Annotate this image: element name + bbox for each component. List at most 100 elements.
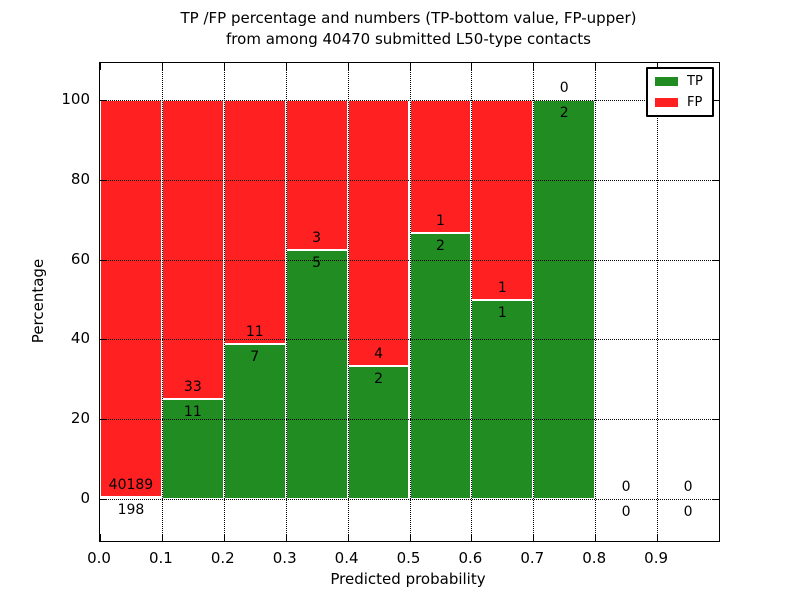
- y-tick-left: [100, 259, 107, 261]
- bar-label-fp: 0: [683, 479, 693, 495]
- bar-segment-tp: [161, 399, 224, 499]
- chart-title-line2: from among 40470 submitted L50-type cont…: [226, 30, 591, 48]
- gridline-vertical: [595, 63, 597, 541]
- bar-label-fp: 0: [559, 80, 569, 96]
- x-tick-label: 0.6: [458, 549, 483, 567]
- y-tick-right: [712, 259, 719, 261]
- bar-label-tp: 198: [117, 502, 145, 519]
- x-tick-bottom: [347, 534, 349, 541]
- bar-label-tp: 5: [312, 254, 322, 271]
- gridline-vertical: [533, 63, 535, 541]
- x-tick-label: 0.9: [644, 549, 669, 567]
- x-axis-label: Predicted probability: [330, 570, 486, 588]
- gridline-vertical: [471, 63, 473, 541]
- x-tick-label: 0.2: [210, 549, 235, 567]
- y-tick-left: [100, 100, 107, 101]
- bar-label-fp: 1: [497, 279, 507, 296]
- bar-segment-tp: [100, 497, 162, 500]
- x-tick-bottom: [223, 534, 225, 541]
- y-tick-left: [100, 339, 107, 341]
- gridline-vertical: [161, 63, 163, 541]
- bar-segment-tp: [285, 249, 348, 499]
- chart-title: TP /FP percentage and numbers (TP-bottom…: [99, 8, 718, 50]
- x-tick-bottom: [471, 534, 473, 541]
- gridline-vertical: [409, 63, 411, 541]
- fp-legend-swatch: [655, 98, 678, 107]
- bar-label-tp: 2: [435, 238, 445, 254]
- chart-title-line1: TP /FP percentage and numbers (TP-bottom…: [180, 9, 637, 27]
- x-tick-top: [223, 63, 225, 70]
- bar-label-fp: 40189: [108, 477, 154, 494]
- y-tick-label: 40: [70, 329, 90, 348]
- bar-label-tp: 1: [497, 304, 507, 321]
- x-tick-top: [100, 63, 101, 70]
- y-tick-left: [100, 179, 107, 181]
- x-tick-top: [595, 63, 597, 70]
- x-tick-top: [347, 63, 349, 70]
- bar-segment-tp: [533, 100, 596, 499]
- fp-legend-label: FP: [687, 95, 703, 110]
- x-tick-bottom: [657, 534, 659, 541]
- legend-row-tp: TP: [655, 75, 703, 88]
- x-tick-top: [471, 63, 473, 70]
- tp-legend-swatch: [655, 77, 678, 86]
- gridline-vertical: [285, 63, 287, 541]
- y-tick-label: 100: [61, 90, 90, 108]
- x-tick-bottom: [533, 534, 535, 541]
- x-tick-top: [285, 63, 287, 70]
- bar-label-tp: 2: [374, 371, 384, 387]
- x-tick-top: [657, 63, 659, 70]
- gridline-vertical: [223, 63, 225, 541]
- x-tick-bottom: [161, 534, 163, 541]
- y-tick-right: [712, 499, 719, 500]
- bar-segment-fp: [223, 100, 286, 344]
- x-tick-top: [161, 63, 163, 70]
- legend: TP FP: [646, 67, 714, 117]
- gridline-vertical: [347, 63, 349, 541]
- bar-label-tp: 2: [559, 105, 569, 121]
- bar-label-fp: 3: [312, 229, 322, 246]
- y-tick-right: [712, 100, 719, 101]
- x-tick-bottom: [285, 534, 287, 541]
- bar-segment-fp: [100, 100, 162, 498]
- x-tick-label: 0.3: [272, 549, 297, 567]
- y-tick-right: [712, 339, 719, 341]
- x-tick-bottom: [409, 534, 411, 541]
- plot-area: TP FP 40189 198 33 11 11 7 3 5 4 2 1 2 1 1 0 2 0 0 0 0: [99, 62, 720, 542]
- x-tick-bottom: [595, 534, 597, 541]
- bar-label-fp: 1: [435, 213, 445, 229]
- bar-label-tp: 7: [250, 348, 260, 365]
- y-tick-label: 0: [80, 489, 90, 507]
- y-tick-label: 60: [70, 249, 90, 268]
- x-tick-bottom: [100, 534, 101, 541]
- bar-segment-fp: [347, 100, 410, 366]
- bar-label-tp: 0: [683, 504, 693, 520]
- y-tick-label: 80: [70, 169, 90, 188]
- y-tick-right: [712, 179, 719, 181]
- y-tick-label: 20: [70, 409, 90, 428]
- bar-label-fp: 4: [374, 346, 384, 362]
- x-tick-label: 0.4: [334, 549, 359, 567]
- y-axis-label: Percentage: [29, 258, 47, 344]
- bar-segment-fp: [285, 100, 348, 250]
- bar-segment-fp: [471, 100, 534, 300]
- y-tick-left: [100, 499, 107, 500]
- legend-row-fp: FP: [655, 96, 703, 109]
- x-tick-top: [409, 63, 411, 70]
- x-tick-label: 0.5: [396, 549, 421, 567]
- bar-label-fp: 0: [621, 479, 631, 495]
- y-tick-right: [712, 419, 719, 421]
- bar-segment-tp: [471, 299, 534, 499]
- x-tick-label: 0.0: [87, 549, 111, 567]
- gridline-vertical: [657, 63, 659, 541]
- bar-segment-tp: [409, 233, 472, 499]
- bar-label-tp: 11: [183, 404, 202, 421]
- x-tick-label: 0.7: [520, 549, 545, 567]
- x-tick-label: 0.1: [148, 549, 173, 567]
- x-tick-label: 0.8: [582, 549, 607, 567]
- bar-label-tp: 0: [621, 504, 631, 520]
- bar-label-fp: 33: [183, 379, 202, 396]
- y-tick-left: [100, 419, 107, 421]
- bar-segment-tp: [223, 343, 286, 499]
